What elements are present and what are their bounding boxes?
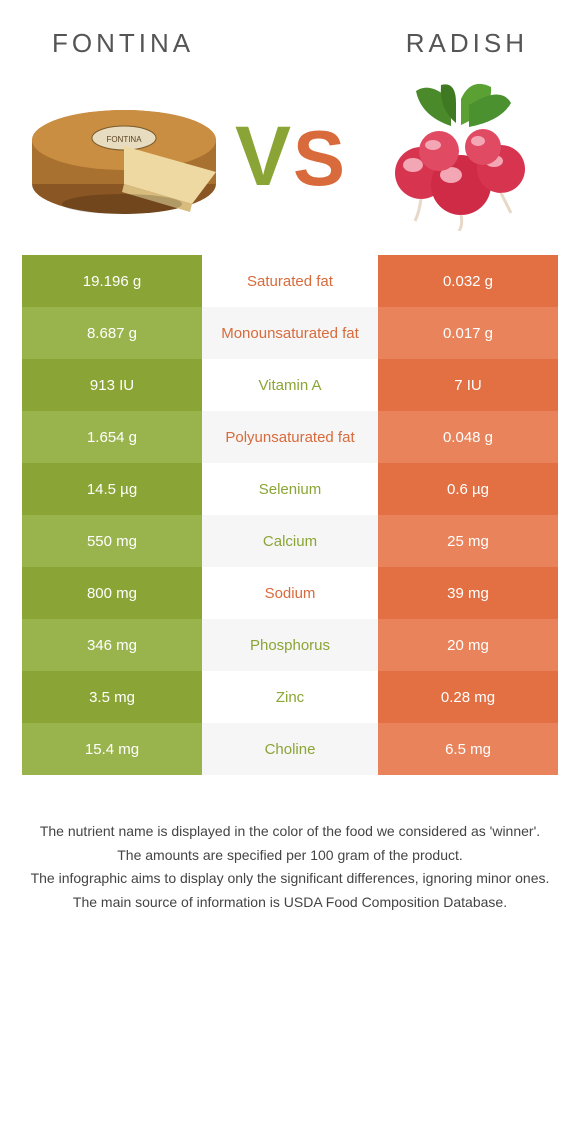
nutrient-label: Polyunsaturated fat	[202, 411, 378, 463]
table-row: 913 IUVitamin A7 IU	[22, 359, 558, 411]
left-value: 14.5 µg	[22, 463, 202, 515]
left-value: 800 mg	[22, 567, 202, 619]
nutrient-label: Sodium	[202, 567, 378, 619]
table-row: 8.687 gMonounsaturated fat0.017 g	[22, 307, 558, 359]
left-value: 1.654 g	[22, 411, 202, 463]
right-value: 6.5 mg	[378, 723, 558, 775]
right-value: 25 mg	[378, 515, 558, 567]
nutrient-label: Saturated fat	[202, 255, 378, 307]
vs-label: V S	[235, 114, 345, 198]
left-value: 8.687 g	[22, 307, 202, 359]
left-value: 346 mg	[22, 619, 202, 671]
footnotes: The nutrient name is displayed in the co…	[22, 821, 558, 916]
left-value: 550 mg	[22, 515, 202, 567]
radish-icon	[361, 81, 551, 231]
hero-row: FONTINA V S	[22, 71, 558, 255]
table-row: 800 mgSodium39 mg	[22, 567, 558, 619]
left-food-image: FONTINA	[24, 81, 224, 231]
left-value: 913 IU	[22, 359, 202, 411]
table-row: 14.5 µgSelenium0.6 µg	[22, 463, 558, 515]
right-value: 39 mg	[378, 567, 558, 619]
right-food-title: Radish	[406, 28, 528, 59]
nutrient-label: Phosphorus	[202, 619, 378, 671]
footnote-line: The nutrient name is displayed in the co…	[26, 821, 554, 843]
right-food-image	[356, 81, 556, 231]
vs-v: V	[235, 114, 291, 198]
right-value: 0.032 g	[378, 255, 558, 307]
right-value: 0.6 µg	[378, 463, 558, 515]
nutrient-label: Calcium	[202, 515, 378, 567]
right-value: 0.048 g	[378, 411, 558, 463]
footnote-line: The main source of information is USDA F…	[26, 892, 554, 914]
header-titles: Fontina Radish	[22, 0, 558, 71]
right-value: 20 mg	[378, 619, 558, 671]
left-value: 15.4 mg	[22, 723, 202, 775]
nutrient-label: Choline	[202, 723, 378, 775]
nutrient-label: Selenium	[202, 463, 378, 515]
right-value: 0.017 g	[378, 307, 558, 359]
right-value: 0.28 mg	[378, 671, 558, 723]
footnote-line: The amounts are specified per 100 gram o…	[26, 845, 554, 867]
comparison-table: 19.196 gSaturated fat0.032 g8.687 gMonou…	[22, 255, 558, 775]
nutrient-label: Zinc	[202, 671, 378, 723]
nutrient-label: Monounsaturated fat	[202, 307, 378, 359]
nutrient-label: Vitamin A	[202, 359, 378, 411]
left-value: 3.5 mg	[22, 671, 202, 723]
table-row: 346 mgPhosphorus20 mg	[22, 619, 558, 671]
table-row: 1.654 gPolyunsaturated fat0.048 g	[22, 411, 558, 463]
footnote-line: The infographic aims to display only the…	[26, 868, 554, 890]
table-row: 15.4 mgCholine6.5 mg	[22, 723, 558, 775]
table-row: 19.196 gSaturated fat0.032 g	[22, 255, 558, 307]
infographic-root: Fontina Radish FONTINA V	[0, 0, 580, 1144]
vs-s: S	[293, 119, 345, 197]
svg-text:FONTINA: FONTINA	[106, 135, 142, 144]
left-food-title: Fontina	[52, 28, 194, 59]
table-row: 550 mgCalcium25 mg	[22, 515, 558, 567]
table-row: 3.5 mgZinc0.28 mg	[22, 671, 558, 723]
left-value: 19.196 g	[22, 255, 202, 307]
cheese-icon: FONTINA	[24, 86, 224, 226]
right-value: 7 IU	[378, 359, 558, 411]
